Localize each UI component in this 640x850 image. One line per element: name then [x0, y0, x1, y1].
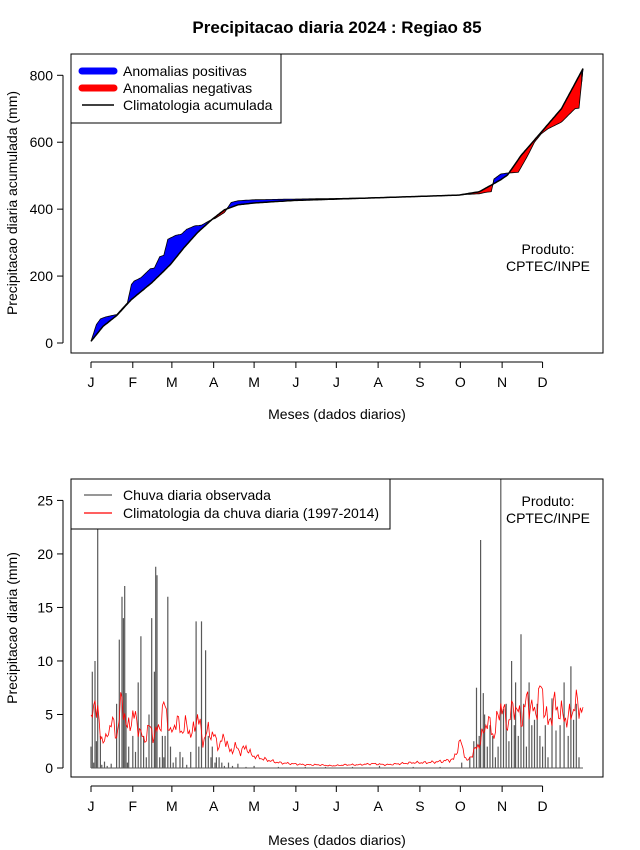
y-tick-label: 20 — [37, 546, 53, 562]
x-tick-label: J — [292, 798, 299, 814]
x-tick-label: D — [537, 374, 547, 390]
product-note-line2-bottom: CPTEC/INPE — [506, 510, 590, 526]
legend-label-observed: Chuva diaria observada — [123, 487, 271, 503]
y-tick-label: 10 — [37, 653, 53, 669]
legend-label-positive: Anomalias positivas — [123, 63, 247, 79]
y-tick-label: 25 — [37, 492, 53, 508]
legend-label-clim-daily: Climatologia da chuva diaria (1997-2014) — [123, 505, 379, 521]
x-tick-label: O — [455, 798, 466, 814]
series-line-layer — [90, 68, 584, 342]
x-tick-label: A — [373, 798, 383, 814]
positive-anomaly-area — [90, 218, 213, 342]
x-tick-label: M — [248, 374, 260, 390]
y-tick-label: 200 — [30, 268, 54, 284]
x-tick-label: A — [373, 374, 383, 390]
climatology-line-layer — [90, 685, 584, 767]
x-tick-label: A — [209, 374, 219, 390]
legend-label-climatology: Climatologia acumulada — [123, 97, 273, 113]
daily-climatology-line — [90, 685, 584, 767]
legend-label-negative: Anomalias negativas — [123, 80, 252, 96]
legend-top: Anomalias positivas Anomalias negativas … — [70, 53, 282, 124]
y-tick-label: 5 — [45, 706, 53, 722]
climatology-accumulated-line — [90, 68, 584, 342]
y-tick-label: 15 — [37, 599, 53, 615]
product-note-line1-top: Produto: — [522, 241, 575, 257]
legend-bottom: Chuva diaria observada Climatologia da c… — [70, 478, 391, 530]
x-tick-label: J — [333, 374, 340, 390]
x-tick-label: M — [166, 374, 178, 390]
x-tick-label: N — [497, 374, 507, 390]
x-tick-label: A — [209, 798, 219, 814]
x-tick-label: F — [129, 374, 138, 390]
observed-bars-layer — [90, 479, 583, 769]
y-tick-label: 600 — [30, 134, 54, 150]
product-note-line2-top: CPTEC/INPE — [506, 258, 590, 274]
x-tick-label: S — [415, 798, 424, 814]
daily-chart: 0 5 10 15 20 25 J F M A M J J A S O N D Precipitacao dia… — [4, 478, 604, 848]
x-axis-label-bottom: Meses (dados diarios) — [268, 832, 406, 848]
x-tick-label: O — [455, 374, 466, 390]
chart-title: Precipitacao diaria 2024 : Regiao 85 — [192, 18, 481, 37]
y-tick-label: 400 — [30, 201, 54, 217]
accumulated-chart: 0 200 400 600 800 J F M A M J J A S O N D Precipitacao … — [4, 53, 604, 422]
product-note-line1-bottom: Produto: — [522, 493, 575, 509]
x-axis-label-top: Meses (dados diarios) — [268, 406, 406, 422]
x-tick-label: J — [292, 374, 299, 390]
x-tick-label: D — [537, 798, 547, 814]
x-tick-label: F — [129, 798, 138, 814]
y-tick-label: 0 — [45, 335, 53, 351]
x-tick-label: J — [333, 798, 340, 814]
x-tick-label: N — [497, 798, 507, 814]
x-tick-label: S — [415, 374, 424, 390]
legend-box-bottom — [70, 478, 391, 530]
y-axis-top: 0 200 400 600 800 — [30, 67, 64, 351]
y-axis-bottom: 0 5 10 15 20 25 — [37, 492, 64, 776]
y-tick-label: 800 — [30, 67, 54, 83]
x-tick-label: J — [88, 374, 95, 390]
y-axis-label-top: Precipitacao diaria acumulada (mm) — [4, 91, 20, 315]
x-tick-label: M — [248, 798, 260, 814]
x-tick-label: M — [166, 798, 178, 814]
y-tick-label: 0 — [45, 760, 53, 776]
y-axis-label-bottom: Precipitacao diaria (mm) — [4, 552, 20, 704]
plot-border-top — [70, 53, 604, 354]
x-tick-label: J — [88, 798, 95, 814]
